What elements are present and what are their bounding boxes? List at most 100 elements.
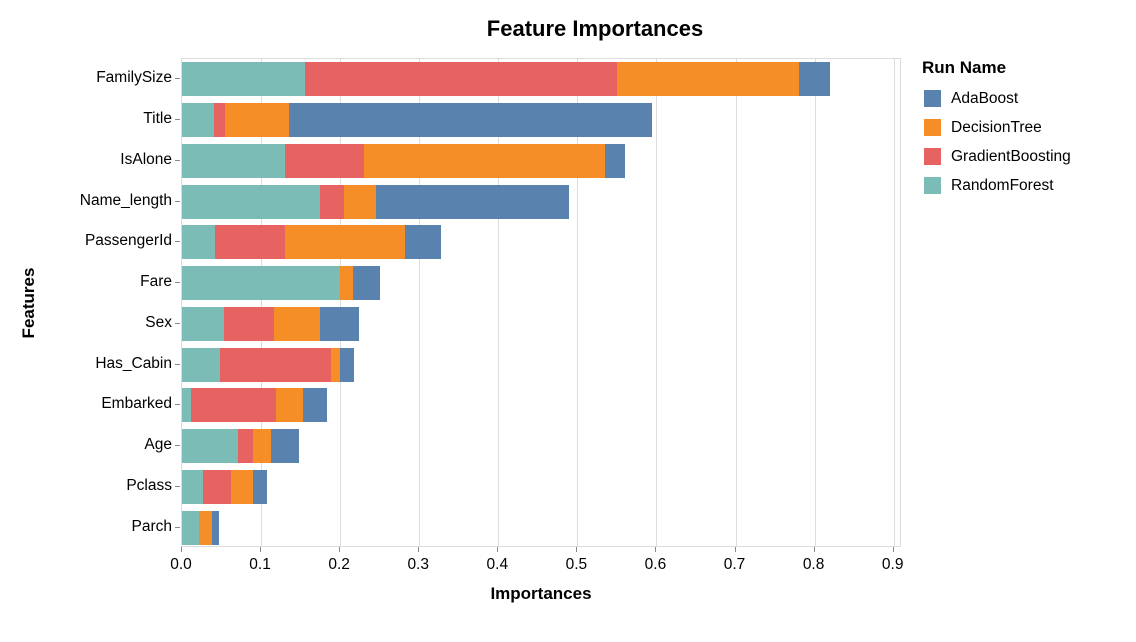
bar-segment-gradientboosting-isalone (284, 143, 364, 178)
y-tick-mark (175, 404, 180, 406)
bar-segment-decisiontree-name_length (344, 184, 376, 219)
x-axis-label-0.9: 0.9 (881, 556, 904, 573)
bar-segment-randomforest-fare (182, 266, 341, 301)
legend-swatch-decisiontree (924, 119, 941, 136)
y-tick-mark (175, 322, 180, 324)
bar-segment-randomforest-name_length (182, 184, 321, 219)
y-axis-label-parch: Parch (131, 517, 173, 535)
bar-segment-decisiontree-parch (198, 510, 213, 545)
gridline (261, 59, 263, 546)
bar-segment-gradientboosting-name_length (320, 184, 345, 219)
bar-segment-decisiontree-title (225, 103, 289, 138)
bar-segment-adaboost-isalone (605, 143, 625, 178)
y-axis-label-embarked: Embarked (101, 395, 172, 413)
y-tick-mark (175, 363, 180, 365)
bar-segment-randomforest-sex (182, 306, 224, 341)
y-axis-label-fare: Fare (140, 273, 172, 291)
bar-segment-gradientboosting-sex (223, 306, 274, 341)
bar-segment-decisiontree-passengerid (284, 225, 405, 260)
y-axis-label-passengerid: PassengerId (84, 232, 172, 250)
legend-item-decisiontree: DecisionTree (924, 119, 1134, 136)
bar-segment-adaboost-title (288, 103, 653, 138)
x-tick-mark (418, 547, 420, 552)
bar-segment-randomforest-age (182, 429, 239, 464)
x-tick-mark (655, 547, 657, 552)
legend-swatch-gradientboosting (924, 148, 941, 165)
gridline (656, 59, 658, 546)
bar-segment-adaboost-parch (212, 510, 220, 545)
x-axis-label-0.8: 0.8 (802, 556, 825, 573)
bar-segment-gradientboosting-embarked (190, 388, 277, 423)
gridline (577, 59, 579, 546)
x-tick-mark (260, 547, 262, 552)
x-tick-mark (813, 547, 815, 552)
x-axis-label-0.5: 0.5 (565, 556, 588, 573)
bar-segment-decisiontree-age (253, 429, 271, 464)
bar-segment-adaboost-age (270, 429, 300, 464)
chart-title: Feature Importances (486, 16, 704, 41)
y-axis-label-familysize: FamilySize (96, 69, 172, 87)
gridline (419, 59, 421, 546)
gridline (498, 59, 500, 546)
bar-segment-decisiontree-fare (340, 266, 353, 301)
y-axis-label-pclass: Pclass (126, 476, 172, 494)
bar-segment-adaboost-fare (352, 266, 381, 301)
x-axis-label-0.2: 0.2 (328, 556, 350, 573)
bar-segment-decisiontree-has_cabin (330, 347, 341, 382)
bar-segment-gradientboosting-title (213, 103, 226, 138)
bar-segment-adaboost-passengerid (404, 225, 441, 260)
x-tick-mark (576, 547, 578, 552)
bar-segment-randomforest-has_cabin (182, 347, 220, 382)
legend-label: DecisionTree (951, 119, 1042, 136)
y-tick-mark (175, 241, 180, 243)
y-tick-mark (175, 282, 180, 284)
gridline (814, 59, 816, 546)
legend-label: GradientBoosting (951, 148, 1071, 165)
x-axis-label-0.7: 0.7 (723, 556, 746, 573)
bar-segment-randomforest-isalone (182, 143, 285, 178)
legend-swatch-adaboost (924, 90, 941, 107)
x-axis-label-0.0: 0.0 (170, 556, 192, 573)
bar-segment-decisiontree-pclass (231, 469, 254, 504)
gridline (340, 59, 342, 546)
y-tick-mark (175, 485, 180, 487)
y-axis-label-name_length: Name_length (79, 191, 172, 209)
bar-segment-randomforest-familysize (182, 62, 305, 97)
bar-segment-gradientboosting-has_cabin (219, 347, 331, 382)
x-tick-mark (339, 547, 341, 552)
x-axis-label-0.6: 0.6 (644, 556, 667, 573)
x-tick-mark (892, 547, 894, 552)
legend-item-gradientboosting: GradientBoosting (924, 148, 1134, 165)
legend-item-adaboost: AdaBoost (924, 90, 1134, 107)
bar-segment-adaboost-familysize (798, 62, 831, 97)
bar-segment-decisiontree-isalone (363, 143, 606, 178)
plot-area (181, 58, 901, 547)
legend-title: Run Name (922, 58, 1007, 77)
bar-segment-randomforest-pclass (182, 469, 204, 504)
legend-swatch-randomforest (924, 177, 941, 194)
y-axis-label-isalone: IsAlone (120, 150, 172, 168)
gridline (735, 59, 737, 546)
x-tick-mark (734, 547, 736, 552)
bar-segment-adaboost-sex (320, 306, 360, 341)
y-axis-label-title: Title (143, 110, 172, 128)
y-tick-mark (175, 78, 180, 80)
bar-segment-randomforest-embarked (182, 388, 191, 423)
y-tick-mark (175, 445, 180, 447)
bar-segment-adaboost-pclass (253, 469, 267, 504)
x-axis-title: Importances (490, 584, 592, 603)
legend-label: AdaBoost (951, 90, 1019, 107)
bar-segment-randomforest-title (182, 103, 214, 138)
y-tick-mark (175, 526, 180, 528)
x-axis-label-0.1: 0.1 (249, 556, 271, 573)
bar-segment-decisiontree-sex (273, 306, 321, 341)
y-axis-label-sex: Sex (145, 313, 172, 331)
y-tick-mark (175, 119, 180, 121)
x-tick-mark (181, 547, 182, 552)
y-tick-mark (175, 159, 180, 161)
bar-segment-decisiontree-embarked (276, 388, 303, 423)
gridline (893, 59, 895, 546)
y-axis-label-age: Age (144, 436, 172, 454)
bar-segment-adaboost-name_length (375, 184, 570, 219)
